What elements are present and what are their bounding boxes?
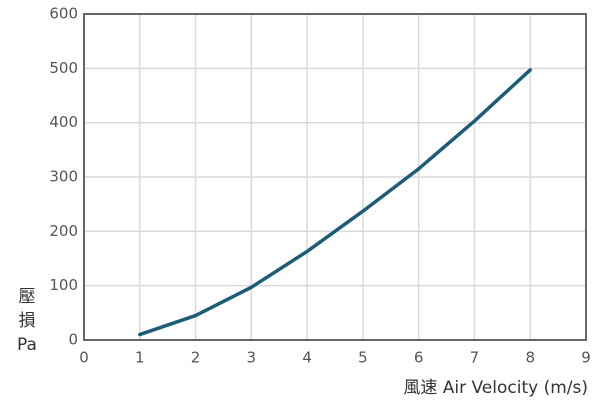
x-tick-label: 9 [581,349,591,367]
x-tick-label: 6 [414,349,424,367]
y-axis-label: Pa [17,335,37,355]
x-tick-label: 1 [135,349,145,367]
y-axis-label: 壓 [19,287,36,307]
y-tick-label: 400 [49,113,78,131]
y-tick-label: 200 [49,222,78,240]
x-tick-label: 5 [358,349,368,367]
x-tick-label: 2 [191,349,201,367]
x-axis-label: 風速 Air Velocity (m/s) [403,378,588,398]
x-tick-label: 4 [302,349,312,367]
plot-frame [83,13,587,341]
x-tick-label: 8 [525,349,535,367]
x-tick-label: 3 [247,349,257,367]
line [138,68,532,337]
y-tick-label: 300 [49,168,78,186]
y-tick-label: 0 [68,331,78,349]
y-tick-label: 500 [49,59,78,77]
y-tick-label: 600 [49,5,78,23]
y-tick-label: 100 [49,276,78,294]
x-tick-label: 0 [79,349,89,367]
x-tick-label: 7 [470,349,480,367]
y-axis-label: 損 [19,311,36,331]
